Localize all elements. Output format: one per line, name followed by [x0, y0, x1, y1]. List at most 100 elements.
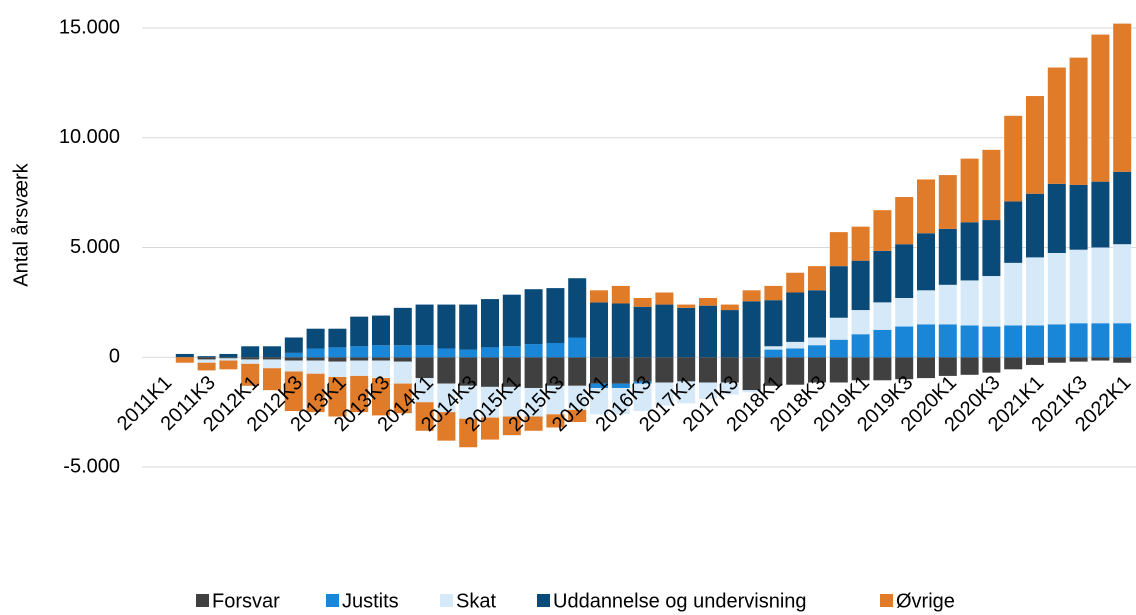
- bar-segment: [306, 328, 325, 349]
- y-tick-label: 0: [109, 346, 120, 368]
- bar-segment: [633, 297, 652, 307]
- legend-label: Justits: [342, 590, 399, 612]
- bar-segment: [1069, 323, 1088, 358]
- bar-segment: [829, 232, 848, 267]
- bar-segment: [1047, 324, 1066, 358]
- y-tick-label: -5.000: [63, 455, 120, 477]
- bar-segment: [328, 361, 347, 378]
- bar-segment: [219, 358, 238, 361]
- bar-segment: [524, 344, 543, 358]
- bar-segment: [437, 412, 456, 441]
- bar-segment: [786, 341, 805, 349]
- bar-segment: [524, 289, 543, 345]
- bar-segment: [960, 158, 979, 223]
- y-tick-label: 15.000: [59, 16, 120, 38]
- bar-segment: [502, 416, 521, 436]
- bar-segment: [1069, 184, 1088, 250]
- y-tick-label: 5.000: [70, 236, 120, 258]
- bar-segment: [611, 285, 630, 304]
- bar-segment: [764, 285, 783, 301]
- bar-segment: [568, 278, 587, 338]
- bar-segment: [459, 357, 478, 386]
- bar-segment: [764, 300, 783, 347]
- bar-segment: [393, 361, 412, 384]
- bar-segment: [677, 307, 696, 358]
- bar-segment: [1004, 115, 1023, 202]
- bar-segment: [328, 328, 347, 348]
- bar-segment: [851, 226, 870, 261]
- bar-segment: [437, 348, 456, 358]
- legend-label: Skat: [456, 590, 496, 612]
- bar-segment: [829, 266, 848, 318]
- bar-segment: [938, 324, 957, 358]
- bar-segment: [219, 357, 238, 359]
- bar-segment: [895, 297, 914, 327]
- bar-segment: [350, 357, 369, 361]
- legend-swatch: [440, 594, 453, 607]
- bar-segment: [764, 349, 783, 358]
- bar-segment: [655, 382, 674, 406]
- bar-segment: [459, 304, 478, 350]
- bar-segment: [502, 357, 521, 387]
- bar-segment: [197, 357, 216, 360]
- bar-segment: [1047, 67, 1066, 184]
- bar-segment: [786, 348, 805, 358]
- bar-segment: [546, 288, 565, 343]
- bar-segment: [546, 385, 565, 415]
- bar-segment: [197, 356, 216, 358]
- bar-segment: [917, 290, 935, 325]
- bar-segment: [982, 220, 1001, 277]
- bar-segment: [590, 383, 608, 388]
- bar-segment: [372, 357, 390, 361]
- bar-segment: [960, 357, 979, 375]
- bar-segment: [502, 294, 521, 347]
- bar-segment: [982, 326, 1001, 358]
- bar-segment: [393, 345, 412, 358]
- bar-segment: [851, 310, 870, 335]
- bar-segment: [284, 371, 303, 412]
- bar-segment: [415, 402, 434, 431]
- bar-segment: [175, 353, 194, 358]
- bar-segment: [917, 357, 935, 379]
- bar-segment: [1113, 323, 1132, 358]
- bar-segment: [459, 418, 478, 448]
- bar-segment: [1091, 247, 1110, 324]
- bar-segment: [764, 346, 783, 350]
- y-tick-label: 10.000: [59, 126, 120, 148]
- bar-segment: [851, 357, 870, 381]
- bar-segment: [633, 357, 652, 382]
- bar-segment: [764, 357, 783, 386]
- bar-segment: [350, 316, 369, 347]
- legend-label: Forsvar: [212, 590, 280, 612]
- bar-segment: [590, 302, 608, 358]
- bar-segment: [699, 382, 717, 399]
- bar-segment: [808, 345, 826, 358]
- bar-segment: [350, 360, 369, 376]
- bar-segment: [241, 363, 260, 386]
- bar-segment: [677, 304, 696, 308]
- bar-segment: [263, 346, 281, 358]
- bar-segment: [786, 292, 805, 342]
- bar-segment: [284, 360, 303, 372]
- legend-swatch: [196, 594, 209, 607]
- bar-segment: [895, 326, 914, 358]
- bar-segment: [568, 409, 587, 423]
- bar-segment: [241, 359, 260, 364]
- bar-segment: [1026, 96, 1044, 194]
- bar-segment: [350, 375, 369, 413]
- bar-segment: [895, 357, 914, 380]
- bar-segment: [350, 346, 369, 358]
- bar-segment: [677, 381, 696, 404]
- bar-segment: [938, 175, 957, 229]
- bar-segment: [895, 244, 914, 298]
- bar-segment: [938, 357, 957, 376]
- legend-swatch: [880, 594, 893, 607]
- bar-segment: [372, 360, 390, 379]
- bar-segment: [633, 306, 652, 358]
- bar-segment: [873, 210, 892, 251]
- bar-segment: [241, 346, 260, 358]
- bar-segment: [306, 360, 325, 374]
- bar-segment: [415, 304, 434, 346]
- bar-segment: [546, 357, 565, 386]
- bar-segment: [197, 362, 216, 371]
